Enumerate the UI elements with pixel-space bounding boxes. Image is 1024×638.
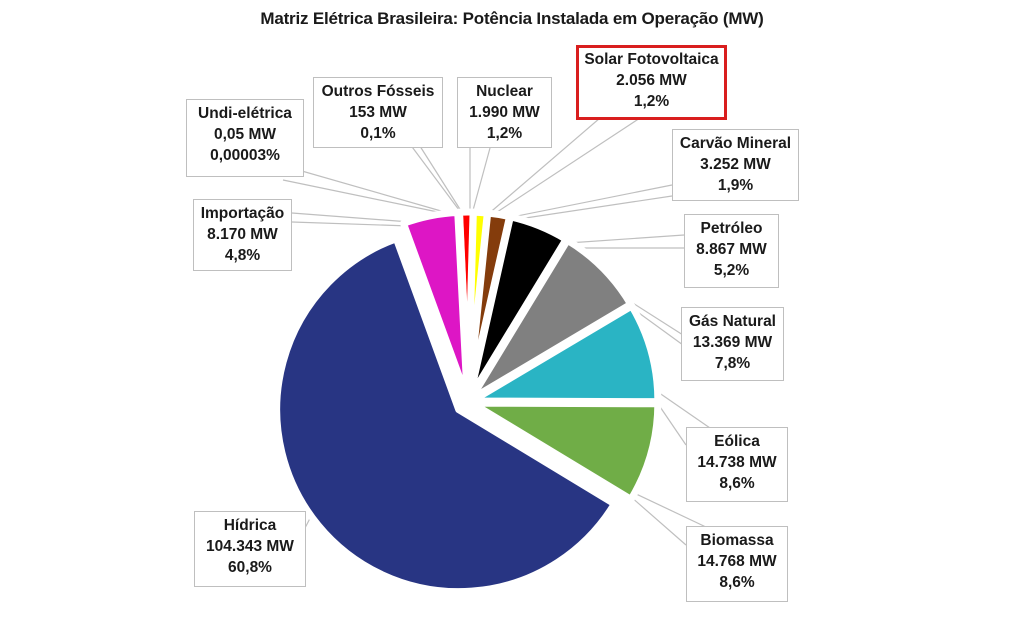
callout-label: Hídrica: [223, 517, 277, 534]
callout-percent: 7,8%: [714, 355, 751, 372]
leader-line-gas-2: [631, 307, 684, 346]
callout-gas-natural: Gás Natural 13.369 MW 7,8%: [681, 307, 784, 381]
callout-label: Gás Natural: [688, 313, 776, 330]
callout-label: Nuclear: [476, 83, 533, 100]
callout-value: 14.738 MW: [697, 454, 777, 471]
leader-line-carvao-2: [498, 195, 673, 223]
callout-value: 13.369 MW: [692, 334, 773, 351]
callout-percent: 1,2%: [633, 93, 670, 110]
leader-line-solar-2: [487, 117, 641, 219]
callout-label: Eólica: [714, 433, 760, 450]
pie-slice-hidrica: [273, 235, 618, 596]
leader-line-eolica-2: [654, 389, 711, 429]
leader-line-solar: [485, 117, 601, 217]
callout-percent: 0,00003%: [210, 147, 280, 164]
pie-slice-eolica: [468, 302, 662, 406]
leader-line-undi-2: [282, 179, 463, 218]
callout-label: Importação: [200, 205, 285, 222]
callout-carvao-mineral: Carvão Mineral 3.252 MW 1,9%: [672, 129, 799, 201]
leader-line-importacao-2: [291, 221, 411, 227]
callout-label: Petróleo: [700, 220, 763, 237]
leader-line-carvao: [496, 184, 673, 221]
callout-eolica: Eólica 14.738 MW 8,6%: [686, 427, 788, 502]
callout-value: 1.990 MW: [469, 104, 540, 121]
leader-line-nuclear-2: [471, 147, 491, 215]
callout-solar-fotovoltaica: Solar Fotovoltaica 2.056 MW 1,2%: [576, 45, 727, 120]
leader-line-importacao: [291, 212, 411, 223]
callout-value: 3.252 MW: [700, 156, 771, 173]
callout-label: Biomassa: [700, 532, 774, 549]
pie-slice-outros-fosseis: [454, 208, 472, 402]
callout-percent: 60,8%: [228, 559, 272, 576]
leader-lines: [259, 117, 711, 546]
callout-value: 8.867 MW: [696, 241, 767, 258]
callout-nuclear: Nuclear 1.990 MW 1,2%: [457, 77, 552, 148]
callout-value: 0,05 MW: [213, 126, 276, 143]
callout-percent: 1,2%: [486, 125, 523, 142]
callout-percent: 8,6%: [719, 574, 755, 591]
leader-line-gas: [627, 299, 684, 336]
callout-percent: 1,9%: [717, 177, 754, 194]
callout-label: Undi-elétrica: [198, 105, 292, 122]
callout-value: 8.170 MW: [207, 226, 278, 243]
pie-slice-gas-natural: [467, 236, 635, 403]
callout-value: 14.768 MW: [697, 553, 777, 570]
callout-hidrica: Hídrica 104.343 MW 60,8%: [194, 511, 306, 587]
pie-slices: [273, 208, 662, 596]
callout-petroleo: Petróleo 8.867 MW 5,2%: [684, 214, 779, 288]
leader-line-petroleo: [567, 234, 685, 244]
callout-outros-fosseis: Outros Fósseis 153 MW 0,1%: [313, 77, 443, 148]
callout-undi-eletrica: Undi-elétrica 0,05 MW 0,00003%: [186, 99, 304, 177]
pie-slice-biomassa: [468, 399, 662, 503]
callout-percent: 0,1%: [360, 125, 396, 142]
callout-percent: 5,2%: [713, 262, 750, 279]
callout-biomassa: Biomassa 14.768 MW 8,6%: [686, 526, 788, 602]
leader-line-biomassa: [629, 495, 687, 546]
leader-line-outros-2: [417, 142, 464, 215]
callout-percent: 4,8%: [224, 247, 261, 264]
callout-value: 2.056 MW: [616, 72, 687, 89]
leader-line-biomassa-2: [631, 491, 709, 529]
callout-importacao: Importação 8.170 MW 4,8%: [193, 199, 292, 271]
callout-label: Carvão Mineral: [679, 135, 792, 152]
callout-label: Solar Fotovoltaica: [584, 51, 719, 68]
callout-value: 104.343 MW: [206, 538, 294, 555]
chart-title: Matriz Elétrica Brasileira: Potência Ins…: [260, 9, 764, 28]
callout-label: Outros Fósseis: [321, 83, 435, 100]
callout-percent: 8,6%: [719, 475, 755, 492]
callout-value: 153 MW: [349, 104, 407, 121]
